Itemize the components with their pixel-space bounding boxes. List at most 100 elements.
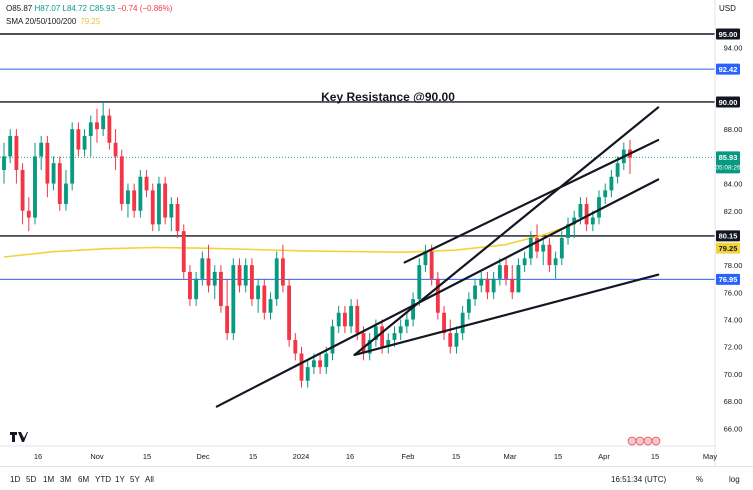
candle-body bbox=[597, 197, 601, 218]
candle-body bbox=[590, 217, 595, 225]
candle bbox=[64, 169, 68, 211]
candle-body bbox=[336, 312, 341, 327]
candle-body bbox=[535, 237, 539, 252]
candle-body bbox=[411, 299, 415, 320]
candle bbox=[157, 176, 161, 232]
candle-body bbox=[225, 305, 230, 334]
candle-body bbox=[70, 129, 75, 184]
price-level-badge-3: 80.15 bbox=[719, 232, 738, 241]
candle bbox=[119, 149, 124, 211]
time-tick-label: 2024 bbox=[293, 452, 310, 461]
range-button-6m[interactable]: 6M bbox=[78, 475, 90, 484]
range-button-ytd[interactable]: YTD bbox=[95, 475, 111, 484]
candle-body bbox=[435, 278, 440, 313]
range-button-all[interactable]: All bbox=[145, 475, 154, 484]
trendline-0[interactable] bbox=[403, 138, 660, 264]
price-axis[interactable]: 66.00 68.00 70.00 72.00 74.00 76.00 78.00 82.00… bbox=[724, 44, 743, 434]
candle bbox=[423, 244, 428, 272]
time-axis[interactable]: 16 Nov 15 Dec 15 2024 16 Feb 15 Mar 15 Apr 15 May bbox=[34, 452, 718, 461]
log-toggle[interactable]: log bbox=[729, 475, 740, 484]
time-tick-label: 16 bbox=[34, 452, 42, 461]
candle bbox=[473, 278, 477, 306]
candle-body bbox=[256, 285, 261, 300]
utc-clock[interactable]: 16:51:34 (UTC) bbox=[611, 475, 667, 484]
candle-body bbox=[132, 190, 137, 211]
bottom-toolbar: 1D 5D 1M 3M 6M YTD 1Y 5Y All 16:51:34 (UTC) % lo… bbox=[0, 466, 753, 490]
candle-body bbox=[20, 169, 25, 211]
candle-body bbox=[380, 326, 385, 347]
candle bbox=[76, 122, 81, 157]
candle bbox=[293, 333, 298, 361]
range-button-1y[interactable]: 1Y bbox=[115, 475, 125, 484]
tradingview-logo-icon[interactable] bbox=[10, 432, 28, 442]
sma-legend[interactable]: SMA 20/50/100/200 79.25 bbox=[6, 17, 100, 26]
candle-body bbox=[566, 224, 570, 238]
trendline-1[interactable] bbox=[215, 178, 660, 408]
candle-body bbox=[311, 360, 316, 368]
candle bbox=[144, 169, 149, 198]
candle-body bbox=[2, 156, 6, 170]
range-button-5y[interactable]: 5Y bbox=[130, 475, 140, 484]
candle-body bbox=[274, 258, 279, 300]
last-price-badge: 85.93 bbox=[719, 153, 738, 162]
candle bbox=[26, 197, 31, 232]
candle-body bbox=[287, 285, 292, 340]
time-tick-label: Nov bbox=[90, 452, 104, 461]
candle bbox=[132, 183, 137, 218]
range-button-3m[interactable]: 3M bbox=[60, 475, 72, 484]
candle bbox=[88, 115, 93, 157]
price-tick-label: 66.00 bbox=[724, 424, 743, 433]
candle bbox=[597, 190, 601, 225]
candle bbox=[249, 258, 254, 306]
candle-body bbox=[355, 305, 360, 334]
price-level-badge-0-bg bbox=[716, 28, 740, 40]
candle-body bbox=[479, 278, 484, 286]
price-tick-label: 88.00 bbox=[724, 125, 743, 134]
range-button-1m[interactable]: 1M bbox=[43, 475, 55, 484]
candle-body bbox=[318, 360, 323, 368]
candle-body bbox=[14, 135, 19, 170]
candle-body bbox=[188, 271, 192, 300]
price-tick-label: 84.00 bbox=[724, 180, 743, 189]
candle-body bbox=[324, 353, 329, 368]
price-tick-label: 78.00 bbox=[724, 261, 743, 270]
candle bbox=[305, 360, 310, 388]
events-icons[interactable] bbox=[627, 436, 661, 446]
price-chart[interactable]: 66.00 68.00 70.00 72.00 74.00 76.00 78.00 82.00… bbox=[0, 0, 753, 466]
candle-body bbox=[299, 353, 304, 381]
candle bbox=[39, 135, 44, 170]
candle-body bbox=[572, 217, 577, 225]
candle bbox=[435, 271, 440, 320]
candle-body bbox=[150, 190, 155, 225]
candle bbox=[628, 140, 632, 175]
price-tick-label: 76.00 bbox=[724, 288, 743, 297]
candle bbox=[181, 224, 186, 279]
candle bbox=[188, 265, 192, 306]
range-button-1d[interactable]: 1D bbox=[10, 475, 21, 484]
candle-body bbox=[88, 122, 93, 136]
trendline-3[interactable] bbox=[353, 106, 660, 356]
candle bbox=[51, 156, 56, 191]
candle-body bbox=[113, 142, 118, 157]
candle bbox=[336, 305, 341, 334]
candle bbox=[212, 265, 217, 300]
candle bbox=[2, 142, 6, 184]
candle bbox=[262, 278, 267, 320]
candle-body bbox=[392, 333, 397, 340]
sma-label: SMA 20/50/100/200 bbox=[6, 17, 77, 26]
candle-body bbox=[194, 278, 199, 300]
candle bbox=[14, 129, 19, 184]
trendline-2[interactable] bbox=[353, 273, 660, 356]
candle-body bbox=[423, 251, 428, 266]
candle-body bbox=[126, 190, 130, 204]
ohlc-legend: O85.87 H87.07 L84.72 C85.93 −0.74 (−0.86… bbox=[6, 4, 172, 13]
candle bbox=[485, 271, 490, 300]
candle-body bbox=[349, 305, 354, 327]
percent-toggle[interactable]: % bbox=[696, 475, 704, 484]
range-button-5d[interactable]: 5D bbox=[26, 475, 37, 484]
candle-body bbox=[516, 265, 521, 293]
ohlc-low: L84.72 bbox=[62, 4, 87, 13]
candle bbox=[219, 265, 223, 313]
currency-label[interactable]: USD bbox=[719, 4, 736, 13]
candle-body bbox=[95, 122, 99, 130]
